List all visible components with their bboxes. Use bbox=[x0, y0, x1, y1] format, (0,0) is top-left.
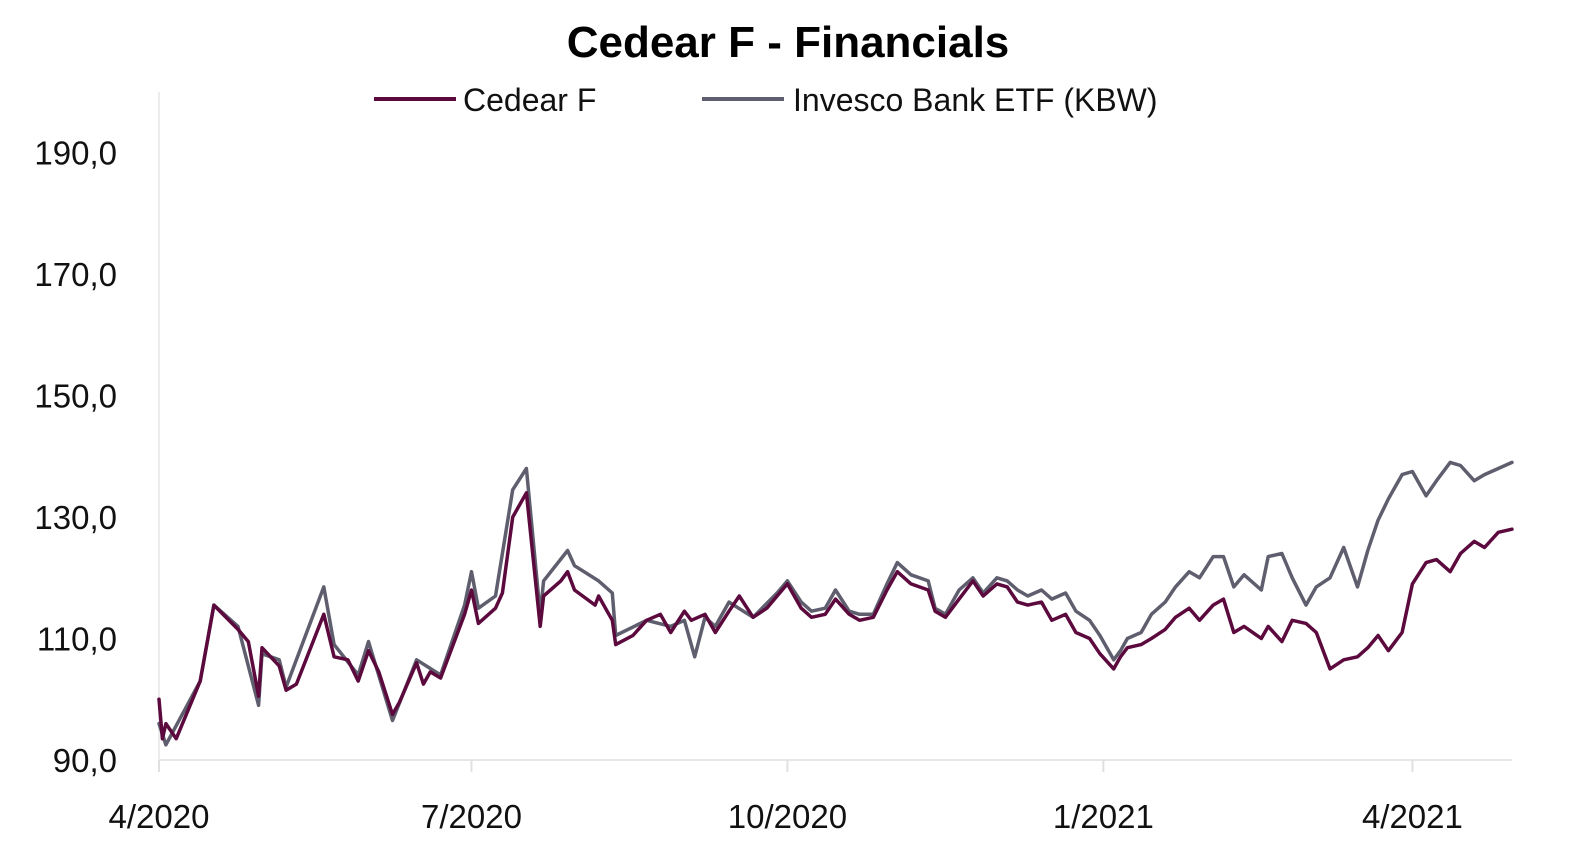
series-layer bbox=[157, 460, 1514, 747]
y-tick-label: 150,0 bbox=[34, 378, 117, 415]
legend: Cedear F Invesco Bank ETF (KBW) bbox=[374, 82, 1158, 118]
legend-label-cedear-f: Cedear F bbox=[463, 82, 596, 118]
series-line-cedear-f bbox=[157, 491, 1514, 741]
legend-label-invesco-bank-etf: Invesco Bank ETF (KBW) bbox=[793, 82, 1158, 118]
x-tick-label: 7/2020 bbox=[421, 798, 522, 835]
y-tick-label: 90,0 bbox=[53, 742, 117, 779]
chart-title: Cedear F - Financials bbox=[567, 18, 1010, 67]
series-line-invesco-bank-etf bbox=[157, 460, 1514, 747]
y-axis-ticks: 90,0 110,0 130,0 150,0 170,0 190,0 bbox=[34, 135, 117, 779]
x-axis-ticks: 4/2020 7/2020 10/2020 1/2021 4/2021 bbox=[109, 760, 1463, 835]
x-tick-label: 1/2021 bbox=[1053, 798, 1154, 835]
y-tick-label: 190,0 bbox=[34, 135, 117, 172]
x-tick-label: 4/2020 bbox=[109, 798, 210, 835]
y-tick-label: 170,0 bbox=[34, 256, 117, 293]
x-tick-label: 4/2021 bbox=[1362, 798, 1463, 835]
x-tick-label: 10/2020 bbox=[728, 798, 847, 835]
y-tick-label: 130,0 bbox=[34, 499, 117, 536]
y-tick-label: 110,0 bbox=[37, 621, 117, 658]
